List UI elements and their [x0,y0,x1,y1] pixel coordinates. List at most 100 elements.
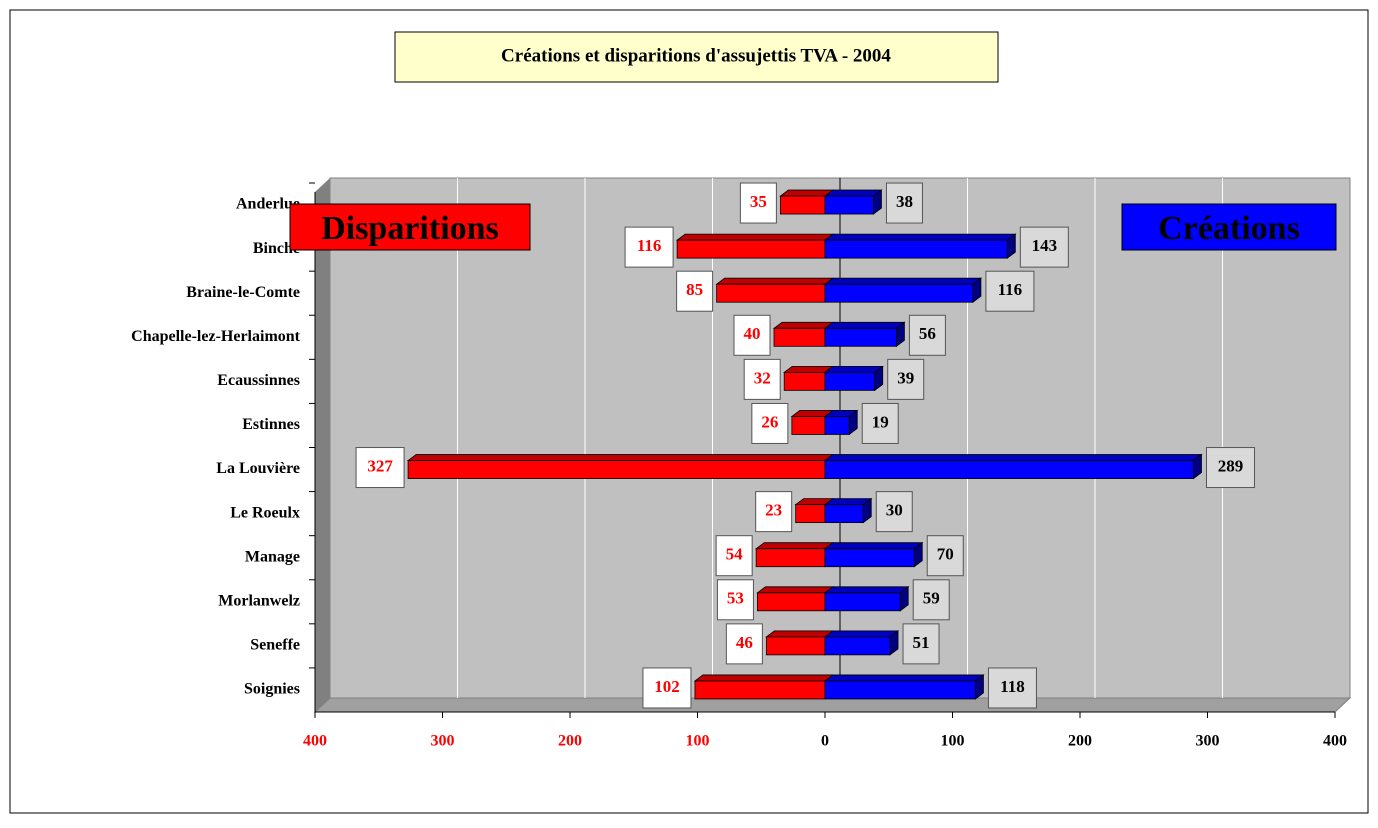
data-label-box [743,358,781,400]
bar [676,239,826,259]
x-tick-label: 200 [558,733,582,750]
data-label: 327 [367,456,393,475]
bar [791,416,826,435]
data-label: 70 [937,545,954,564]
data-label-box [912,579,950,621]
data-label: 51 [913,633,930,652]
chart-title: Créations et disparitions d'assujettis T… [501,45,891,66]
y-tick-label: Le Roeulx [230,504,300,521]
bar [757,592,826,612]
data-label: 23 [765,501,782,520]
bar [779,195,826,215]
bar-top [823,454,1203,461]
data-label: 116 [637,236,662,255]
data-label-box [716,579,754,621]
data-label: 85 [686,280,703,299]
bar [824,371,876,391]
y-tick-label: La Louvière [216,460,300,477]
legend-label: Disparitions [321,210,499,247]
data-label: 26 [761,412,778,431]
bar [824,195,874,215]
data-label-box [642,667,692,709]
bar [824,416,850,435]
data-label: 32 [754,368,771,387]
bar [824,460,1194,479]
bar-top [823,277,983,285]
bar [783,371,826,391]
data-label-box [902,623,940,665]
bar-top [823,189,883,197]
data-label: 46 [736,633,753,652]
data-label: 59 [923,589,940,608]
data-label-box [985,270,1035,312]
bar [824,327,897,347]
data-label-box [715,535,753,577]
data-label-box [1019,226,1069,268]
bar [824,504,864,524]
floor [313,697,1352,713]
legend-box [289,203,531,251]
side-wall [315,178,330,712]
data-label: 102 [654,677,680,696]
bar [824,548,915,568]
data-label-box [751,402,789,444]
data-label-box [861,402,899,444]
y-tick-label: Binche [253,240,300,257]
data-label: 289 [1218,456,1244,475]
x-tick-label: 100 [686,733,710,750]
bar-top [772,321,835,329]
bar-top [693,674,835,682]
x-tick-label: 100 [941,733,965,750]
bar-top [823,542,924,550]
y-tick-label: Estinnes [242,416,300,433]
bar [824,636,891,656]
bar-top [823,674,985,682]
bar-top [765,630,835,638]
data-label: 56 [919,324,936,343]
bar-top [754,542,835,550]
data-label: 143 [1032,236,1058,255]
data-label-box [875,491,913,533]
bar [765,636,826,656]
data-label-box [926,535,964,577]
x-tick-label: 400 [303,733,327,750]
y-tick-label: Manage [245,548,300,565]
data-label: 19 [872,412,889,431]
bar [824,283,974,303]
bar-top [823,365,884,373]
bar [694,680,826,700]
data-label: 35 [750,192,767,211]
bar-top [823,630,900,638]
data-label: 39 [897,368,914,387]
data-label-box [355,447,405,489]
bar-top [823,233,1017,241]
y-tick-label: Soignies [244,681,300,698]
data-label: 116 [998,280,1023,299]
legend-box [1121,203,1337,251]
bar [716,283,826,303]
data-label-box [676,270,714,312]
bar-top [779,189,835,197]
data-label: 53 [727,589,744,608]
data-label-box [755,491,793,533]
x-tick-label: 200 [1068,733,1092,750]
bar-top [823,586,910,594]
data-label-box [624,226,674,268]
bar-top [675,233,835,241]
bar [795,504,826,524]
data-label-box [733,314,771,356]
y-tick-label: Seneffe [250,637,300,654]
bar [407,460,826,479]
x-tick-label: 400 [1323,733,1347,750]
title-box [394,31,999,83]
bar-top [823,321,906,329]
x-tick-label: 300 [1196,733,1220,750]
bar [824,592,901,612]
bar-top [406,454,835,461]
data-label-box [725,623,763,665]
bar [773,327,826,347]
bar [824,239,1008,259]
data-label-box [908,314,946,356]
data-label: 30 [886,501,903,520]
data-label-box [885,182,923,224]
